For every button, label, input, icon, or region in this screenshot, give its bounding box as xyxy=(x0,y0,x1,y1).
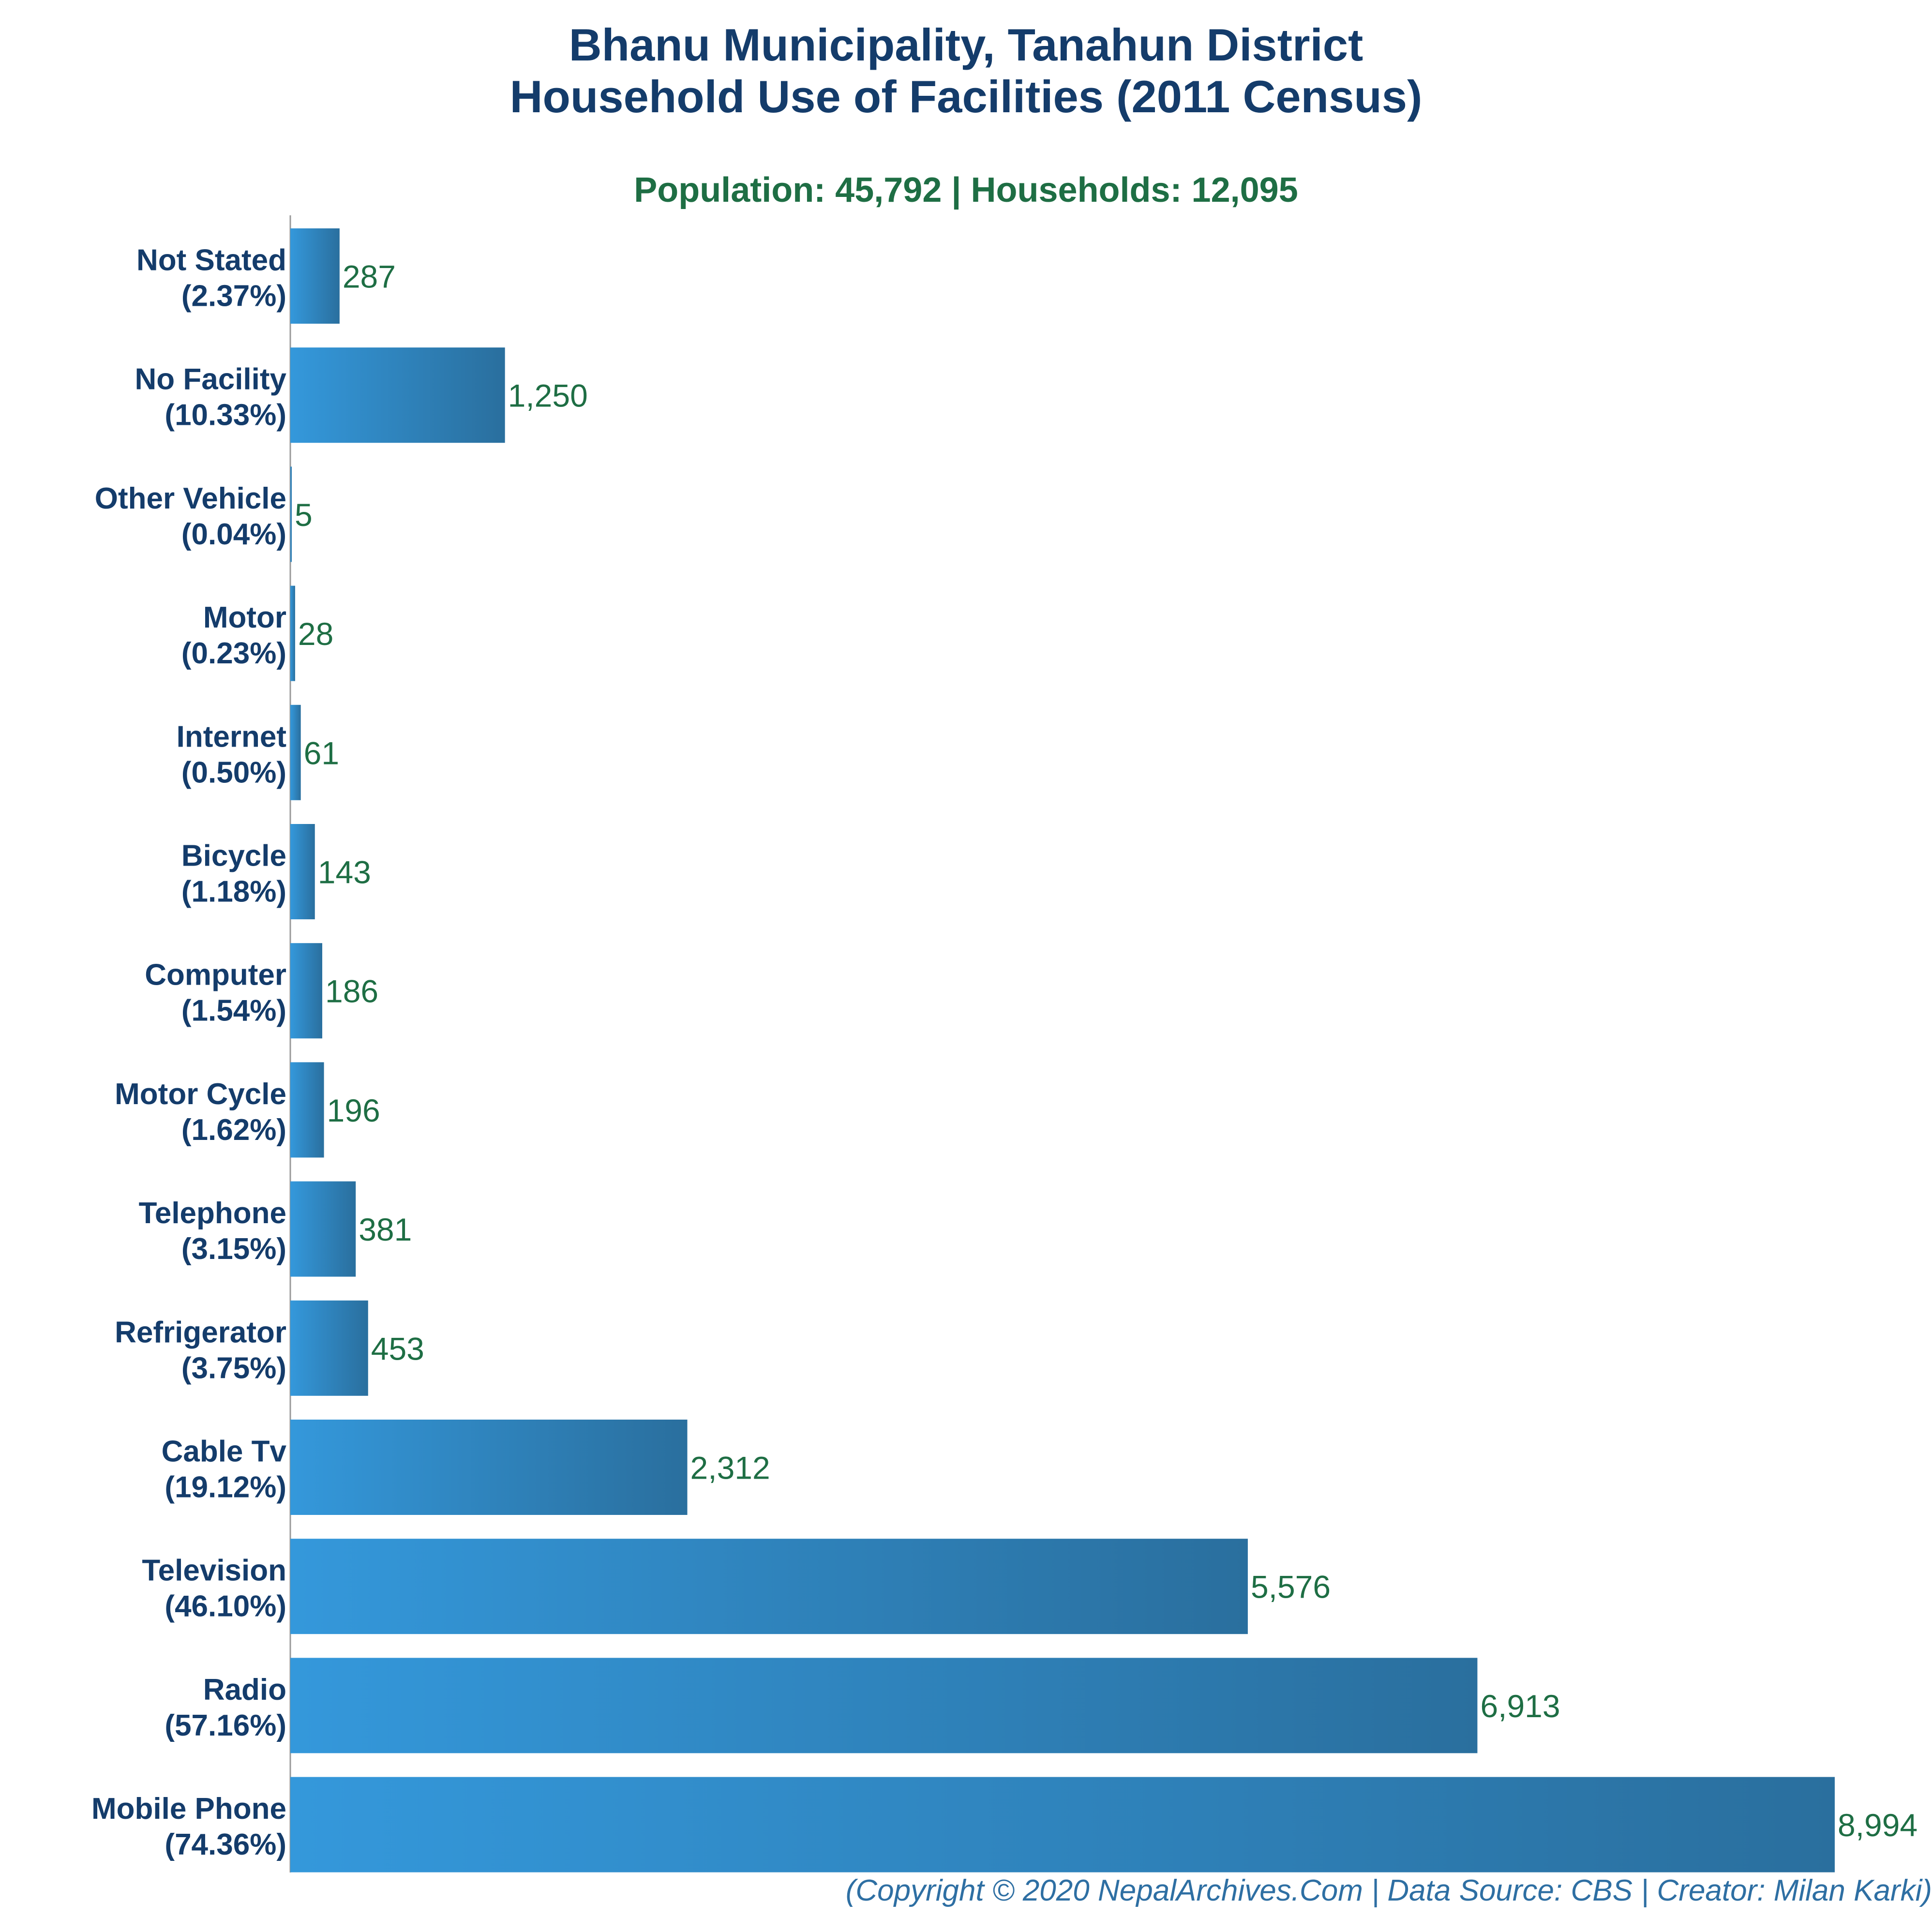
chart-title-line2: Household Use of Facilities (2011 Census… xyxy=(509,71,1423,122)
category-label: Mobile Phone xyxy=(91,1792,286,1826)
value-label: 287 xyxy=(343,259,396,295)
percent-label: (2.37%) xyxy=(181,280,286,313)
bar-cable-tv xyxy=(290,1420,688,1515)
category-label: Television xyxy=(142,1554,286,1588)
footer-credit: (Copyright © 2020 NepalArchives.Com | Da… xyxy=(845,1874,1932,1907)
category-label: Bicycle xyxy=(181,839,286,873)
value-label: 8,994 xyxy=(1838,1807,1917,1843)
value-label: 61 xyxy=(304,735,339,771)
percent-label: (1.54%) xyxy=(181,994,286,1028)
value-label: 186 xyxy=(325,973,378,1009)
value-label: 5 xyxy=(295,497,313,533)
category-label: Refrigerator xyxy=(115,1316,286,1349)
value-label: 6,913 xyxy=(1480,1688,1560,1724)
value-label: 28 xyxy=(298,616,333,652)
bars-group: 287 Not Stated(2.37%) 1,250 No Facility(10.… xyxy=(91,228,1917,1872)
chart-title: Bhanu Municipality, Tanahun District xyxy=(569,19,1363,70)
bar-motor xyxy=(290,585,295,681)
value-label: 381 xyxy=(359,1212,412,1247)
percent-label: (1.62%) xyxy=(181,1113,286,1147)
bar-television xyxy=(290,1539,1248,1634)
chart-subtitle: Population: 45,792 | Households: 12,095 xyxy=(634,171,1298,210)
value-label: 1,250 xyxy=(508,378,588,414)
bar-internet xyxy=(290,704,301,800)
category-label: Other Vehicle xyxy=(95,482,286,515)
value-label: 2,312 xyxy=(690,1450,770,1486)
percent-label: (1.18%) xyxy=(181,875,286,909)
value-label: 453 xyxy=(371,1331,424,1366)
bar-mobile-phone xyxy=(290,1777,1835,1872)
category-label: Internet xyxy=(177,720,286,753)
category-label: Radio xyxy=(203,1673,286,1707)
category-label: Cable Tv xyxy=(162,1435,287,1468)
percent-label: (0.23%) xyxy=(181,637,286,670)
value-label: 5,576 xyxy=(1251,1569,1331,1605)
bar-refrigerator xyxy=(290,1300,368,1396)
bar-other-vehicle xyxy=(290,466,292,562)
bar-not-stated xyxy=(290,228,340,324)
percent-label: (10.33%) xyxy=(165,399,286,432)
bar-no-facility xyxy=(290,347,505,443)
bar-motor-cycle xyxy=(290,1062,324,1158)
category-label: Motor Cycle xyxy=(115,1078,286,1111)
bar-computer xyxy=(290,943,323,1039)
percent-label: (46.10%) xyxy=(165,1590,286,1623)
percent-label: (19.12%) xyxy=(165,1471,286,1504)
percent-label: (3.15%) xyxy=(181,1232,286,1266)
percent-label: (3.75%) xyxy=(181,1351,286,1385)
bar-bicycle xyxy=(290,824,315,919)
bar-telephone xyxy=(290,1181,356,1277)
category-label: Telephone xyxy=(139,1197,286,1230)
percent-label: (0.04%) xyxy=(181,518,286,551)
percent-label: (74.36%) xyxy=(165,1828,286,1861)
category-label: Computer xyxy=(145,959,286,992)
bar-radio xyxy=(290,1658,1478,1753)
percent-label: (0.50%) xyxy=(181,756,286,789)
category-label: Motor xyxy=(203,601,286,634)
value-label: 143 xyxy=(318,854,371,890)
category-label: Not Stated xyxy=(136,244,286,277)
value-label: 196 xyxy=(327,1093,380,1128)
category-label: No Facility xyxy=(135,363,286,396)
percent-label: (57.16%) xyxy=(165,1709,286,1742)
